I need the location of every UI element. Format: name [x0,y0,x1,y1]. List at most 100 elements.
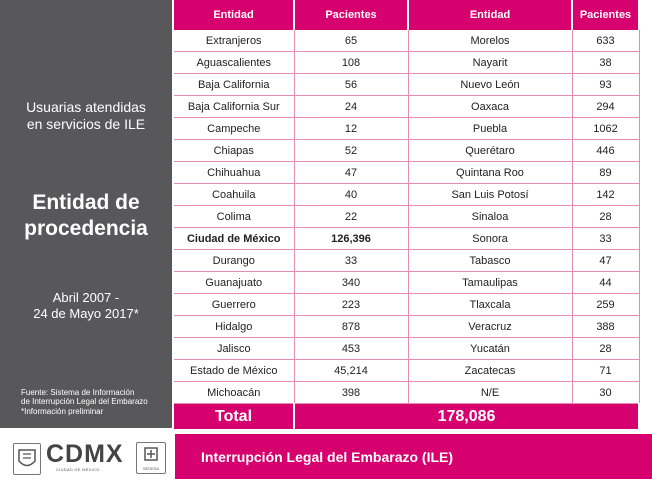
cdmx-logo-subtext: CIUDAD DE MÉXICO [56,467,100,472]
pacientes-cell: 259 [572,293,640,316]
entidad-cell: Aguascalientes [174,51,295,74]
sedesa-logo-icon: SEDESA [136,442,166,474]
table-header-row: Entidad Pacientes Entidad Pacientes [174,0,640,30]
source-note: Fuente: Sistema de Información de Interr… [21,388,148,406]
patients-table: Entidad Pacientes Entidad Pacientes Extr… [174,0,640,429]
column-header-entidad: Entidad [174,0,295,30]
entidad-cell: Tabasco [408,249,573,272]
table-row: Hidalgo 878 Veracruz 388 [174,315,640,338]
pacientes-cell: 22 [294,205,409,228]
table-row: Baja California 56 Nuevo León 93 [174,73,640,96]
pacientes-cell: 33 [294,249,409,272]
footer-banner: Interrupción Legal del Embarazo (ILE) [175,434,652,479]
pacientes-cell: 30 [572,381,640,404]
entidad-cell: Baja California Sur [174,95,295,118]
table-body: Extranjeros 65 Morelos 633 Aguascalientes 108… [174,30,640,404]
table-row: Chiapas 52 Querétaro 446 [174,139,640,162]
entidad-cell: Jalisco [174,337,295,360]
entidad-cell: Morelos [408,30,573,52]
sedesa-label: SEDESA [142,466,160,471]
entidad-cell: Campeche [174,117,295,140]
entidad-cell: Durango [174,249,295,272]
footer-logos: CDMX CIUDAD DE MÉXICO SEDESA [0,433,172,479]
entidad-cell: Zacatecas [408,359,573,382]
pacientes-cell: 446 [572,139,640,162]
pacientes-cell: 71 [572,359,640,382]
entidad-cell: Oaxaca [408,95,573,118]
table-row: Michoacán 398 N/E 30 [174,381,640,404]
sidebar-panel: Usuarias atendidas en servicios de ILE E… [0,0,172,428]
entidad-cell: Nuevo León [408,73,573,96]
entidad-cell: Hidalgo [174,315,295,338]
pacientes-cell: 108 [294,51,409,74]
entidad-cell: Guanajuato [174,271,295,294]
pacientes-cell: 65 [294,30,409,52]
pacientes-cell: 52 [294,139,409,162]
pacientes-cell: 89 [572,161,640,184]
table-row: Durango 33 Tabasco 47 [174,249,640,272]
entidad-cell: Sonora [408,227,573,250]
pacientes-cell: 28 [572,205,640,228]
pacientes-cell: 12 [294,117,409,140]
table-row: Coahuila 40 San Luis Potosí 142 [174,183,640,206]
pacientes-cell: 93 [572,73,640,96]
entidad-cell: Veracruz [408,315,573,338]
entidad-cell: Nayarit [408,51,573,74]
total-row: Total 178,086 [174,403,640,429]
pacientes-cell: 44 [572,271,640,294]
entidad-cell: Tlaxcala [408,293,573,316]
entidad-cell: Querétaro [408,139,573,162]
table-row: Ciudad de México 126,396 Sonora 33 [174,227,640,250]
entidad-cell: Sinaloa [408,205,573,228]
pacientes-cell: 24 [294,95,409,118]
column-header-pacientes: Pacientes [572,0,640,30]
pacientes-cell: 223 [294,293,409,316]
entidad-cell: Extranjeros [174,30,295,52]
pacientes-cell: 45,214 [294,359,409,382]
entidad-cell: Quintana Roo [408,161,573,184]
entidad-cell: Estado de México [174,359,295,382]
table-row: Baja California Sur 24 Oaxaca 294 [174,95,640,118]
entidad-cell: San Luis Potosí [408,183,573,206]
pacientes-cell: 388 [572,315,640,338]
table-row: Guanajuato 340 Tamaulipas 44 [174,271,640,294]
entidad-cell: Guerrero [174,293,295,316]
pacientes-cell: 1062 [572,117,640,140]
total-label: Total [174,403,295,429]
table-row: Extranjeros 65 Morelos 633 [174,30,640,52]
entidad-cell: Tamaulipas [408,271,573,294]
sidebar-subtitle: Usuarias atendidas en servicios de ILE [26,99,146,132]
table-row: Aguascalientes 108 Nayarit 38 [174,51,640,74]
pacientes-cell: 56 [294,73,409,96]
entidad-cell: Colima [174,205,295,228]
sidebar-period: Abril 2007 - 24 de Mayo 2017* [33,290,139,321]
pacientes-cell: 453 [294,337,409,360]
sidebar-title: Entidad de procedencia [24,191,148,240]
pacientes-cell: 878 [294,315,409,338]
pacientes-cell: 38 [572,51,640,74]
entidad-cell: Michoacán [174,381,295,404]
footer-title: Interrupción Legal del Embarazo (ILE) [201,449,454,465]
entidad-cell: Chiapas [174,139,295,162]
column-header-pacientes: Pacientes [294,0,409,30]
entidad-cell: Yucatán [408,337,573,360]
entidad-cell: Puebla [408,117,573,140]
table-row: Chihuahua 47 Quintana Roo 89 [174,161,640,184]
table-row: Estado de México 45,214 Zacatecas 71 [174,359,640,382]
table-row: Colima 22 Sinaloa 28 [174,205,640,228]
preliminary-note: *Información preliminar [21,407,104,416]
pacientes-cell: 633 [572,30,640,52]
pacientes-cell: 28 [572,337,640,360]
pacientes-cell: 398 [294,381,409,404]
table-row: Guerrero 223 Tlaxcala 259 [174,293,640,316]
pacientes-cell: 340 [294,271,409,294]
cdmx-shield-icon [13,443,41,475]
pacientes-cell: 40 [294,183,409,206]
pacientes-cell: 294 [572,95,640,118]
pacientes-cell: 47 [572,249,640,272]
pacientes-cell: 33 [572,227,640,250]
pacientes-cell: 47 [294,161,409,184]
total-value: 178,086 [294,403,640,429]
entidad-cell: Chihuahua [174,161,295,184]
entidad-cell: Coahuila [174,183,295,206]
